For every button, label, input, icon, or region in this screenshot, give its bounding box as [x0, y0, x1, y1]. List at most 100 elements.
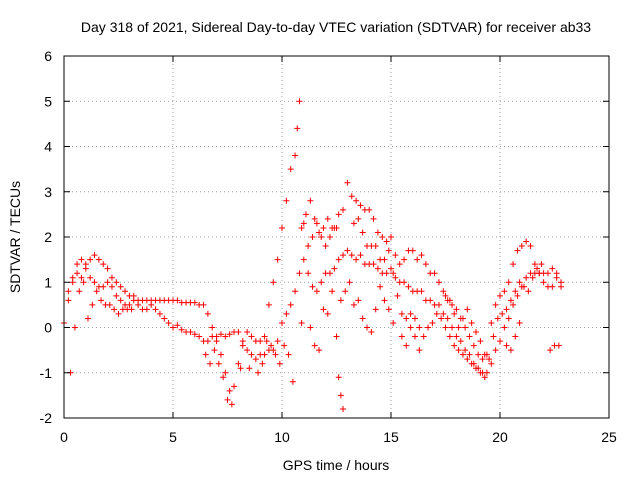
- data-point: [518, 243, 525, 250]
- data-point: [248, 351, 255, 358]
- data-point: [497, 292, 503, 299]
- data-point: [488, 360, 495, 367]
- data-point: [505, 315, 512, 322]
- data-point: [429, 319, 436, 326]
- data-point: [261, 333, 268, 340]
- data-point: [392, 252, 399, 259]
- data-point: [394, 292, 401, 299]
- data-point: [89, 301, 96, 308]
- data-point: [196, 333, 203, 340]
- data-point: [547, 347, 554, 354]
- data-point: [122, 288, 129, 295]
- data-point: [381, 297, 388, 304]
- data-point: [226, 387, 233, 394]
- data-point: [246, 365, 253, 372]
- data-point: [340, 206, 347, 213]
- y-axis-label: SDTVAR / TECUs: [7, 181, 23, 293]
- data-point: [492, 347, 499, 354]
- data-point: [527, 243, 534, 250]
- data-point: [514, 247, 521, 254]
- data-point: [507, 297, 514, 304]
- data-point: [313, 288, 320, 295]
- data-point: [69, 274, 76, 281]
- data-point: [152, 306, 159, 313]
- data-point: [324, 215, 331, 222]
- data-points: [61, 98, 565, 412]
- data-point: [525, 288, 532, 295]
- data-point: [497, 338, 503, 345]
- data-point: [316, 229, 323, 236]
- data-point: [538, 261, 545, 268]
- data-point: [446, 333, 453, 340]
- data-point: [326, 270, 333, 277]
- data-point: [283, 197, 290, 204]
- data-point: [307, 324, 314, 331]
- data-point: [348, 252, 355, 259]
- data-point: [357, 202, 364, 209]
- data-point: [411, 333, 418, 340]
- data-point: [466, 333, 473, 340]
- data-point: [71, 324, 78, 331]
- data-point: [244, 347, 251, 354]
- data-point: [348, 193, 355, 200]
- data-point: [296, 270, 303, 277]
- data-point: [324, 310, 331, 317]
- data-point: [353, 256, 360, 263]
- data-point: [204, 310, 211, 317]
- data-point: [383, 238, 390, 245]
- data-point: [372, 306, 379, 313]
- data-point: [374, 229, 381, 236]
- data-point: [462, 324, 469, 331]
- data-point: [287, 301, 294, 308]
- data-point: [322, 243, 329, 250]
- data-point: [390, 270, 397, 277]
- data-point: [100, 261, 107, 268]
- x-tick-label: 20: [492, 429, 508, 445]
- data-point: [440, 288, 447, 295]
- data-point: [320, 224, 327, 231]
- data-point: [553, 274, 560, 281]
- data-point: [106, 301, 113, 308]
- data-point: [501, 324, 508, 331]
- data-point: [279, 319, 285, 326]
- data-point: [459, 351, 466, 358]
- data-point: [512, 288, 519, 295]
- data-point: [285, 351, 292, 358]
- data-point: [416, 324, 423, 331]
- data-point: [529, 274, 536, 281]
- data-point: [442, 292, 449, 299]
- data-point: [298, 224, 305, 231]
- y-tick-label: -1: [40, 365, 53, 381]
- data-point: [514, 292, 521, 299]
- data-point: [558, 283, 565, 290]
- data-point: [108, 283, 115, 290]
- data-point: [355, 215, 362, 222]
- data-point: [84, 315, 91, 322]
- data-point: [523, 238, 530, 245]
- data-point: [313, 220, 320, 227]
- data-point: [401, 279, 408, 286]
- data-point: [300, 256, 307, 263]
- data-point: [211, 347, 218, 354]
- data-point: [350, 220, 357, 227]
- data-point: [503, 306, 510, 313]
- data-point: [510, 301, 517, 308]
- data-point: [427, 297, 434, 304]
- series-track-1: [61, 247, 565, 376]
- data-point: [287, 166, 294, 173]
- data-point: [98, 297, 105, 304]
- data-point: [368, 329, 375, 336]
- data-point: [174, 297, 181, 304]
- data-point: [215, 360, 222, 367]
- data-point: [536, 270, 543, 277]
- data-point: [442, 324, 449, 331]
- data-point: [239, 342, 246, 349]
- data-point: [392, 274, 399, 281]
- data-point: [202, 351, 209, 358]
- data-point: [468, 360, 475, 367]
- data-point: [209, 324, 216, 331]
- data-point: [396, 261, 403, 268]
- data-point: [126, 301, 133, 308]
- data-point: [425, 324, 432, 331]
- data-point: [100, 283, 107, 290]
